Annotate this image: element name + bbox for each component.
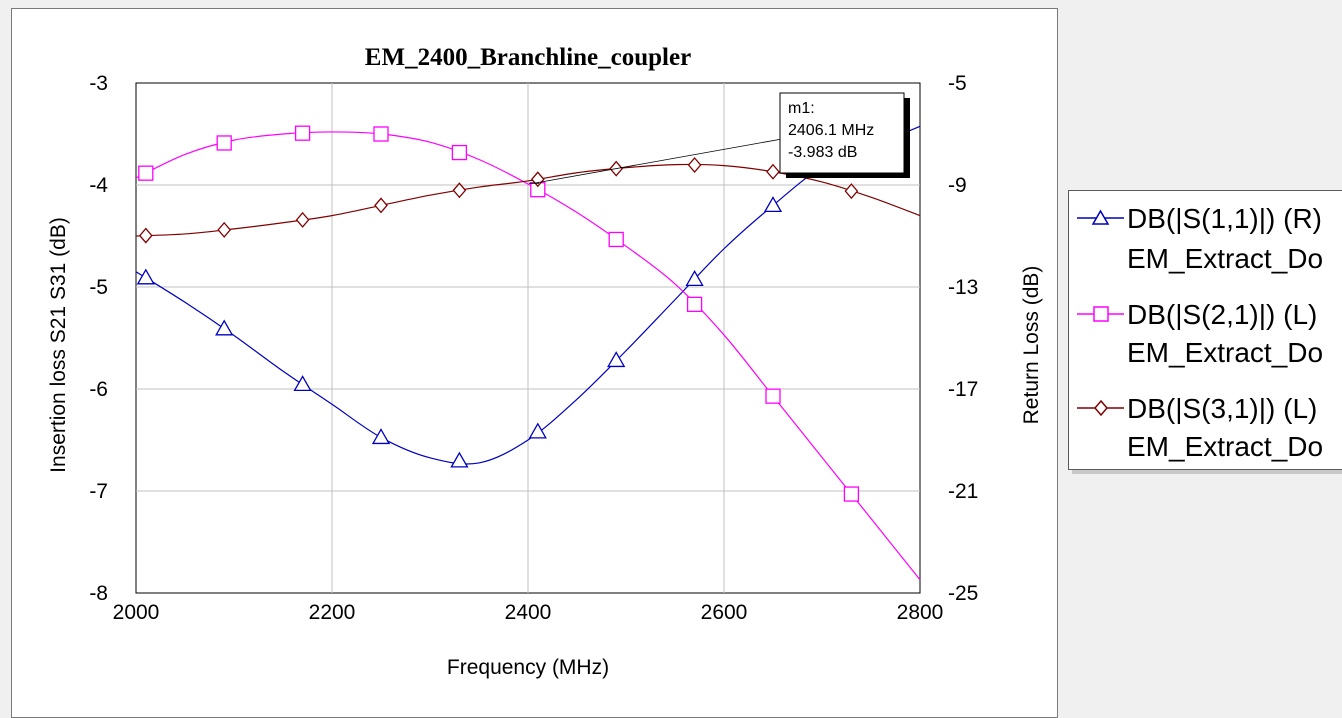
graph-panel: EM_2400_Branchline_coupler 2000 2200 2400 2… [11,8,1058,718]
chart-svg: EM_2400_Branchline_coupler 2000 2200 2400 2… [47,44,1043,679]
x-tick-label: 2400 [505,601,552,624]
diamond-marker [687,157,702,174]
x-tick-label: 2600 [701,601,748,624]
y-tick-label-right: -21 [948,480,978,503]
y-tick-label-left: -7 [89,480,108,503]
y-axis-label-left: Insertion loss S21 S31 (dB) [47,217,70,473]
legend-entry-s11[interactable]: DB(|S(1,1)|) (R) EM_Extract_Do [1077,203,1323,274]
triangle-marker [215,319,234,336]
legend-source-s11: EM_Extract_Do [1127,243,1323,274]
square-marker [843,486,860,502]
x-tick-label: 2000 [113,601,160,624]
triangle-marker [293,375,312,392]
marker-readout[interactable]: m1: 2406.1 MHz -3.983 dB [779,92,910,178]
square-marker [451,144,468,161]
triangle-marker [607,351,626,368]
diamond-marker [844,183,859,200]
square-marker [686,296,703,312]
diamond-marker [766,163,780,180]
triangle-marker [685,270,704,287]
y-tick-label-left: -4 [89,174,108,197]
legend-label-s21: DB(|S(2,1)|) (L) [1127,299,1317,330]
legend[interactable]: DB(|S(1,1)|) (R) EM_Extract_Do DB(|S(2,1… [1068,190,1342,470]
legend-label-s11: DB(|S(1,1)|) (R) [1127,203,1322,234]
triangle-marker [371,428,391,445]
diamond-marker [217,221,232,238]
legend-diamond-icon [1094,399,1108,417]
y-tick-label-right: -9 [948,174,967,197]
legend-source-s21: EM_Extract_Do [1127,337,1323,368]
y-axis-label-right: Return Loss (dB) [1020,266,1043,425]
diamond-marker [374,197,388,214]
legend-source-s31: EM_Extract_Do [1127,431,1323,462]
square-marker [138,165,154,181]
square-marker [765,388,781,404]
x-tick-label: 2800 [897,601,944,624]
y-tick-label-left: -5 [89,276,108,299]
y-tick-label-right: -13 [948,276,978,299]
triangle-marker [528,422,547,439]
diamond-marker [138,227,153,244]
marker-readout-box [779,92,905,174]
y-tick-label-left: -8 [89,582,108,605]
grid-layer [136,83,920,593]
legend-entry-s31[interactable]: DB(|S(3,1)|) (L) EM_Extract_Do [1077,393,1323,462]
diamond-marker [295,211,310,228]
x-axis-label: Frequency (MHz) [447,656,609,679]
legend-triangle-icon [1091,209,1110,225]
diamond-marker [452,182,467,199]
y-tick-label-left: -6 [89,378,108,401]
chart-title: EM_2400_Branchline_coupler [365,44,691,71]
legend-square-icon [1093,306,1109,322]
legend-entry-s21[interactable]: DB(|S(2,1)|) (L) EM_Extract_Do [1077,299,1323,368]
ticks-layer: 2000 2200 2400 2600 2800 -3 -4 -5 -6 -7 -8 -5 -9 -13 -… [89,72,978,624]
square-marker [294,125,311,141]
x-tick-label: 2200 [309,601,356,624]
square-marker [608,231,624,248]
y-tick-label-left: -3 [89,72,108,95]
y-tick-label-right: -5 [948,72,967,95]
legend-label-s31: DB(|S(3,1)|) (L) [1127,393,1317,424]
marker-leader-line [533,138,783,184]
square-marker [373,126,389,142]
triangle-marker [763,196,783,213]
triangle-marker [450,451,469,468]
y-tick-label-right: -25 [948,582,978,605]
marker-frequency: 2406.1 MHz [788,122,874,139]
marker-layer[interactable] [528,138,783,184]
y-tick-label-right: -17 [948,378,978,401]
square-marker [216,135,232,151]
marker-name: m1: [788,100,815,117]
triangle-marker [136,268,155,285]
marker-value: -3.983 dB [788,144,857,161]
